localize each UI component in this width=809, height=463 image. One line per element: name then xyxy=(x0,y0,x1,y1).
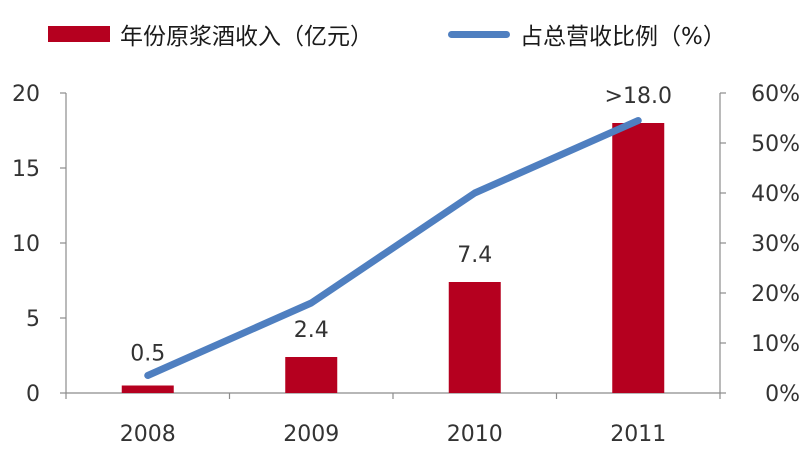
bar-data-label: 0.5 xyxy=(130,342,165,367)
right-axis-tick-label: 60% xyxy=(751,82,800,107)
x-axis-tick-label: 2011 xyxy=(610,422,666,447)
left-axis-tick-label: 0 xyxy=(26,382,40,407)
right-axis-tick-label: 40% xyxy=(751,182,800,207)
legend-item-line-series: 占总营收比例（%） xyxy=(448,14,726,54)
x-axis-tick-label: 2009 xyxy=(283,422,339,447)
right-axis-tick-label: 20% xyxy=(751,282,800,307)
left-axis-tick-label: 20 xyxy=(12,82,40,107)
left-axis-tick-label: 10 xyxy=(12,232,40,257)
chart-legend: 年份原浆酒收入（亿元） 占总营收比例（%） xyxy=(0,14,809,54)
right-axis-tick-label: 30% xyxy=(751,232,800,257)
legend-swatch-bar xyxy=(48,26,110,42)
bar xyxy=(285,357,338,393)
left-axis-tick-label: 15 xyxy=(12,157,40,182)
line-series xyxy=(144,117,642,379)
bar xyxy=(448,282,501,393)
legend-item-bar-series: 年份原浆酒收入（亿元） xyxy=(48,14,373,54)
chart-axes: 0 5 10 15 20 0% 10% 20% 30% 40% 50% 60% 2008 2009 2010… xyxy=(12,82,800,447)
legend-label-bar-series: 年份原浆酒收入（亿元） xyxy=(120,24,373,50)
right-axis-tick-label: 50% xyxy=(751,132,800,157)
right-axis-tick-label: 0% xyxy=(765,382,800,407)
bar-data-label: >18.0 xyxy=(605,84,672,109)
bar xyxy=(121,385,174,393)
line-path xyxy=(144,117,642,379)
x-axis-tick-label: 2008 xyxy=(120,422,176,447)
x-axis-tick-label: 2010 xyxy=(447,422,503,447)
right-axis-tick-label: 10% xyxy=(751,332,800,357)
bar-data-label: 2.4 xyxy=(294,318,329,343)
legend-label-line-series: 占总营收比例（%） xyxy=(520,24,726,50)
bar-series xyxy=(121,123,665,393)
left-axis-tick-label: 5 xyxy=(26,307,40,332)
data-labels: 0.5 2.4 7.4 >18.0 xyxy=(130,84,672,367)
legend-swatch-line xyxy=(448,30,510,38)
bar-data-label: 7.4 xyxy=(457,243,492,268)
bar xyxy=(612,123,665,393)
